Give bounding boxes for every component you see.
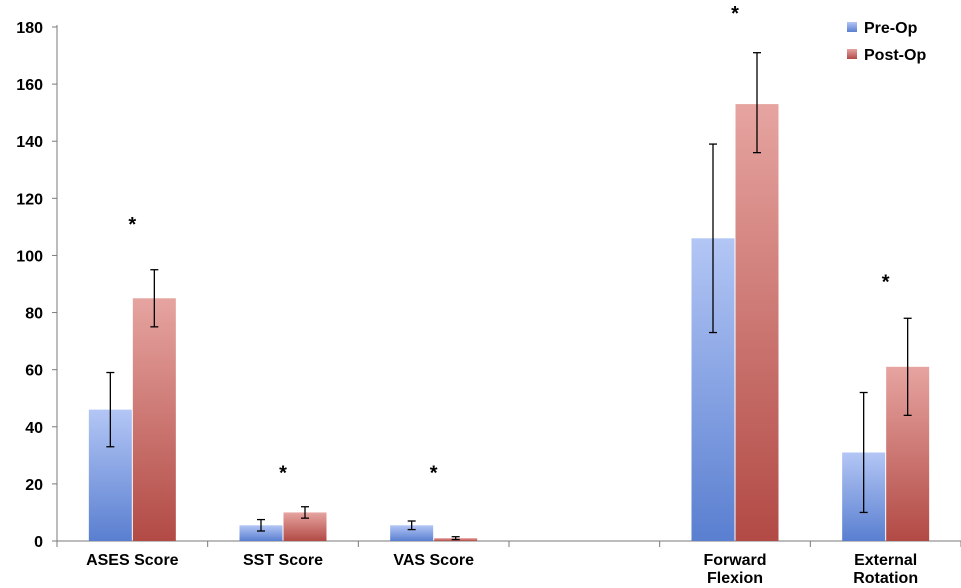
- x-category-label: External: [854, 552, 917, 569]
- y-tick-label: 40: [25, 420, 43, 437]
- y-tick-label: 100: [16, 248, 43, 265]
- x-category-label: Forward: [703, 552, 766, 569]
- legend-swatch-pre-op: [847, 22, 857, 32]
- significance-star: *: [882, 271, 890, 293]
- legend-swatch-post-op: [847, 49, 857, 59]
- significance-star: *: [279, 463, 287, 485]
- x-axis: ASES Score SST Score VAS Score ForwardFlexi…: [56, 540, 961, 587]
- significance-star: *: [731, 3, 739, 25]
- y-tick-label: 0: [34, 534, 43, 551]
- y-axis: 0 20 40 60 80 100 120 140 160 180: [16, 20, 58, 551]
- bar-pre-op: [239, 525, 283, 541]
- bar-post-op: [132, 298, 176, 541]
- y-tick-label: 160: [16, 77, 43, 94]
- significance-markers: * * * * *: [128, 3, 889, 485]
- bars: [88, 104, 930, 542]
- y-tick-label: 140: [16, 134, 43, 151]
- bar-pre-op: [390, 525, 434, 541]
- x-category-label: Rotation: [853, 570, 918, 587]
- x-category-label: ASES Score: [86, 552, 179, 569]
- legend-label-pre-op: Pre-Op: [864, 20, 918, 37]
- x-category-label: SST Score: [243, 552, 323, 569]
- legend-label-post-op: Post-Op: [864, 47, 926, 64]
- significance-star: *: [128, 214, 136, 236]
- y-tick-label: 60: [25, 363, 43, 380]
- error-bars: [106, 52, 912, 541]
- y-tick-label: 80: [25, 306, 43, 323]
- y-tick-label: 120: [16, 191, 43, 208]
- legend: Pre-Op Post-Op: [847, 20, 926, 64]
- significance-star: *: [430, 463, 438, 485]
- y-tick-label: 180: [16, 20, 43, 37]
- bar-post-op: [735, 104, 779, 541]
- x-category-label: Flexion: [707, 570, 763, 587]
- y-tick-label: 20: [25, 477, 43, 494]
- x-category-label: VAS Score: [393, 552, 474, 569]
